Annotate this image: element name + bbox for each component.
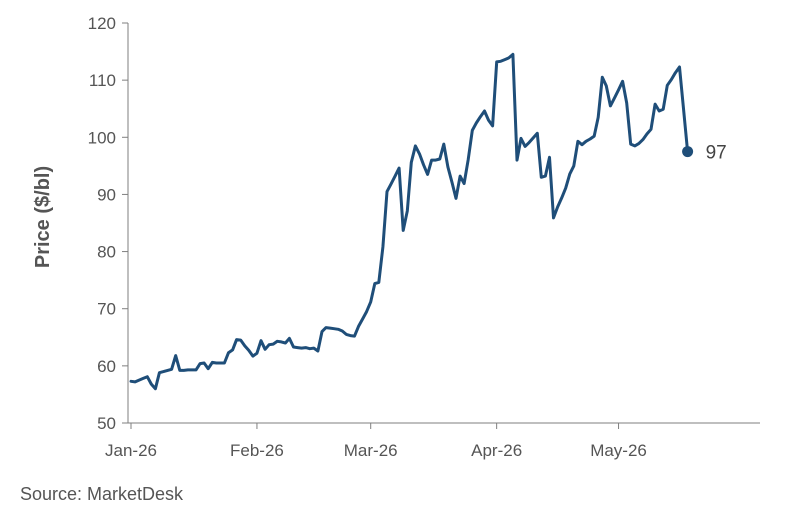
y-tick-label: 60 [97, 357, 116, 376]
x-axis: Jan-26 Feb-26 Mar-26 Apr-26 May-26 [105, 422, 760, 460]
source-note: Source: MarketDesk [20, 484, 184, 504]
y-tick-label: 120 [88, 14, 116, 33]
x-tick-label: May-26 [590, 441, 647, 460]
price-series: 97 [129, 52, 727, 391]
y-tick-label: 70 [97, 300, 116, 319]
y-tick-label: 80 [97, 243, 116, 262]
y-axis-label: Price ($/bl) [32, 166, 54, 268]
y-tick-label: 90 [97, 185, 116, 204]
y-tick-label: 100 [88, 128, 116, 147]
y-axis: 50 60 70 80 90 100 110 120 [88, 14, 129, 433]
x-tick-label: Mar-26 [344, 441, 398, 460]
x-tick-label: Jan-26 [105, 441, 157, 460]
price-line [129, 52, 690, 391]
x-tick-label: Apr-26 [471, 441, 522, 460]
y-tick-label: 110 [89, 71, 116, 90]
x-tick-label: Feb-26 [230, 441, 284, 460]
end-point-marker [682, 146, 694, 158]
y-tick-label: 50 [97, 414, 116, 433]
end-value-label: 97 [706, 143, 727, 164]
